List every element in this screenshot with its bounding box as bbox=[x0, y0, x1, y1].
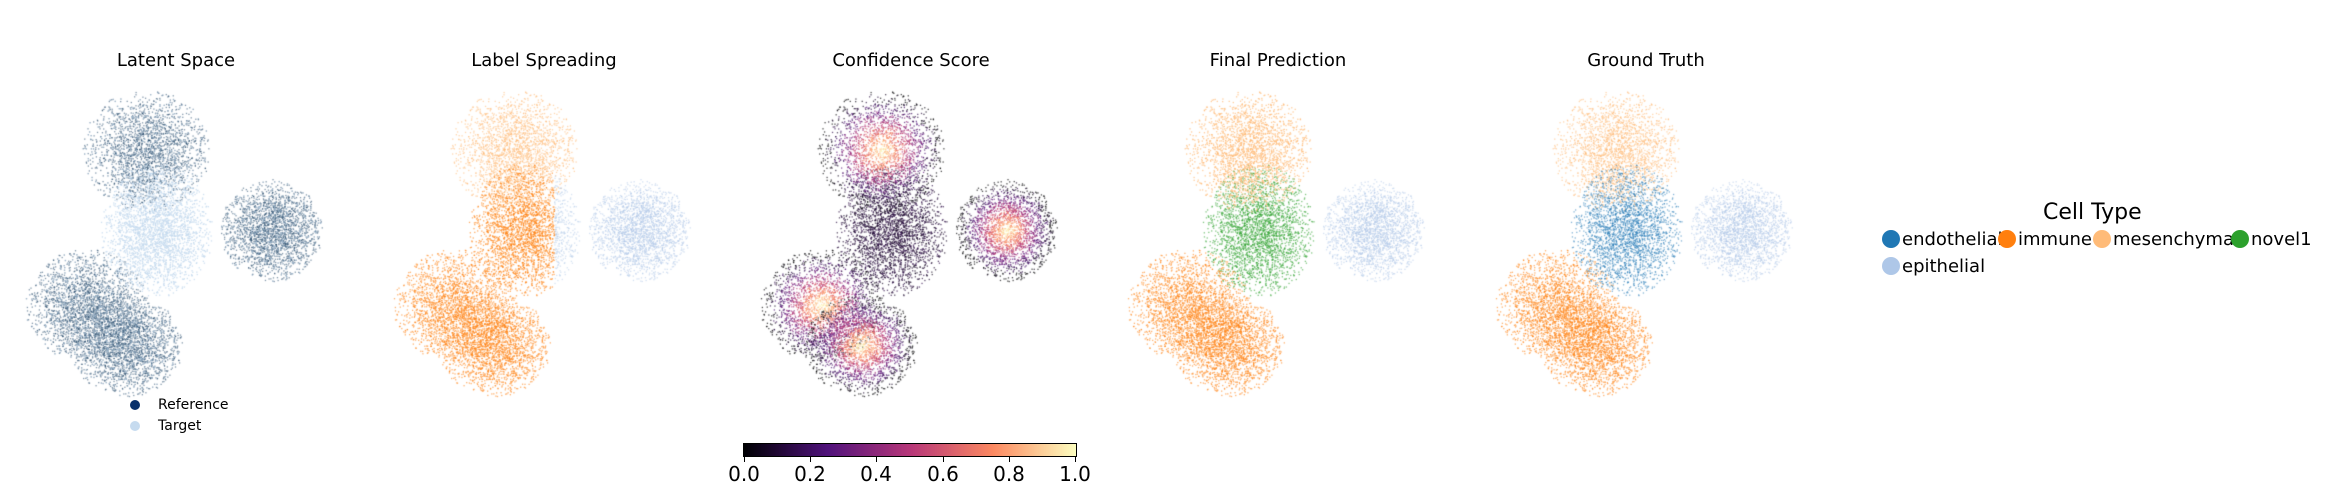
reference-marker bbox=[130, 400, 140, 410]
epithelial-marker bbox=[1882, 257, 1900, 275]
scatter-ground-truth bbox=[1481, 80, 1811, 400]
novel1-marker bbox=[2231, 230, 2249, 248]
scatter-latent-space bbox=[11, 80, 341, 400]
colorbar-tick-label: 0.2 bbox=[794, 462, 826, 486]
colorbar-tick-label: 0.0 bbox=[728, 462, 760, 486]
legend-entry-novel1: novel1 bbox=[2231, 229, 2312, 250]
colorbar-tick bbox=[744, 457, 745, 462]
colorbar-tick bbox=[943, 457, 944, 462]
colorbar-tick-label: 1.0 bbox=[1059, 462, 1091, 486]
legend-entry-immune: immune bbox=[1998, 229, 2092, 250]
panel-title-label-spreading: Label Spreading bbox=[471, 50, 617, 71]
mesenchymal-marker bbox=[2093, 230, 2111, 248]
colorbar-tick-label: 0.8 bbox=[993, 462, 1025, 486]
panel-title-ground-truth: Ground Truth bbox=[1587, 50, 1705, 71]
scatter-confidence-score bbox=[746, 80, 1076, 400]
colorbar-tick bbox=[1009, 457, 1010, 462]
colorbar-tick bbox=[1075, 457, 1076, 462]
legend-entry-reference: Reference bbox=[130, 397, 229, 413]
legend-label-reference: Reference bbox=[158, 397, 229, 413]
legend-entry-epithelial: epithelial bbox=[1882, 256, 1985, 277]
legend-label-mesenchymal: mesenchymal bbox=[2113, 229, 2239, 250]
legend-entry-mesenchymal: mesenchymal bbox=[2093, 229, 2239, 250]
colorbar-tick-label: 0.4 bbox=[860, 462, 892, 486]
target-marker bbox=[130, 421, 140, 431]
endothelial-marker bbox=[1882, 230, 1900, 248]
panel-title-final: Final Prediction bbox=[1209, 50, 1347, 71]
colorbar-tick-label: 0.6 bbox=[927, 462, 959, 486]
legend-entry-endothelial: endothelial bbox=[1882, 229, 2003, 250]
legend-title: Cell Type bbox=[2043, 200, 2142, 225]
colorbar-tick bbox=[876, 457, 877, 462]
legend-label-immune: immune bbox=[2018, 229, 2092, 250]
colorbar bbox=[743, 443, 1077, 457]
legend-entry-target: Target bbox=[130, 418, 201, 434]
scatter-final-prediction bbox=[1113, 80, 1443, 400]
legend-label-epithelial: epithelial bbox=[1902, 256, 1986, 277]
colorbar-tick bbox=[810, 457, 811, 462]
immune-marker bbox=[1998, 230, 2016, 248]
scatter-label-spreading bbox=[379, 80, 709, 400]
legend-label-target: Target bbox=[158, 418, 202, 434]
legend-label-novel1: novel1 bbox=[2251, 229, 2312, 250]
legend-label-endothelial: endothelial bbox=[1902, 229, 2003, 250]
panel-title-latent: Latent Space bbox=[116, 50, 236, 71]
panel-title-confidence: Confidence Score bbox=[832, 50, 990, 71]
